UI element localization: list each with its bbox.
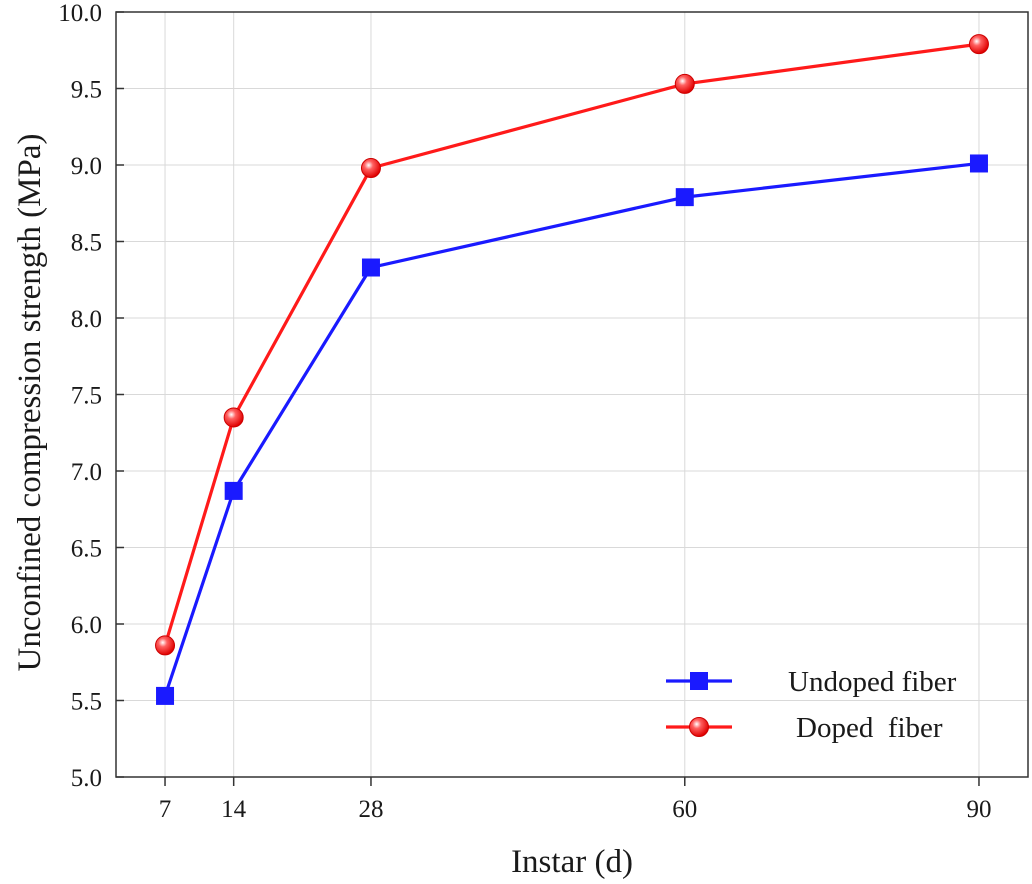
- y-tick-label: 9.5: [71, 77, 102, 104]
- x-tick-label: 90: [966, 796, 991, 823]
- x-tick-label: 28: [358, 796, 383, 823]
- data-point-undoped: [969, 154, 988, 173]
- y-tick-label: 9.0: [71, 153, 102, 180]
- y-axis-title: Unconfined compression strength (MPa): [12, 134, 48, 672]
- data-point-doped: [968, 34, 989, 55]
- data-point-doped: [674, 73, 695, 94]
- series-layer: [155, 34, 989, 705]
- x-tick-label: 14: [221, 796, 247, 823]
- x-tick-label: 60: [672, 796, 697, 823]
- y-tick-label: 6.0: [71, 612, 102, 639]
- grid-lines: [116, 12, 1028, 777]
- y-tick-label: 8.0: [71, 306, 102, 333]
- y-tick-label: 8.5: [71, 230, 102, 257]
- y-tick-label: 5.5: [71, 689, 102, 716]
- legend: Undoped fiber Doped fiber: [666, 666, 957, 744]
- data-point-doped: [155, 635, 176, 656]
- legend-marker-undoped: [690, 672, 708, 690]
- x-tick-label: 7: [159, 796, 172, 823]
- y-tick-label: 5.0: [71, 765, 102, 792]
- legend-label-undoped: Undoped fiber: [788, 666, 957, 698]
- legend-label-doped: Doped fiber: [796, 712, 943, 744]
- data-point-doped: [360, 158, 381, 179]
- data-point-undoped: [156, 686, 175, 705]
- series-line-undoped: [163, 161, 980, 697]
- series-line-doped: [163, 42, 980, 646]
- data-point-doped: [223, 407, 244, 428]
- y-tick-label: 6.5: [71, 536, 102, 563]
- data-point-undoped: [224, 481, 243, 500]
- y-tick-label: 7.5: [71, 383, 102, 410]
- y-tick-label: 7.0: [71, 459, 102, 486]
- x-axis-title: Instar (d): [511, 844, 633, 880]
- legend-marker-doped: [689, 717, 709, 737]
- data-point-undoped: [361, 258, 380, 277]
- y-tick-label: 10.0: [58, 0, 102, 27]
- data-point-undoped: [675, 188, 694, 207]
- axis-ticks: 5.0 5.5 6.0 6.5 7.0 7.5 8.0 8.5 9.0 9.5 10.0 7 14 28 6…: [58, 0, 991, 823]
